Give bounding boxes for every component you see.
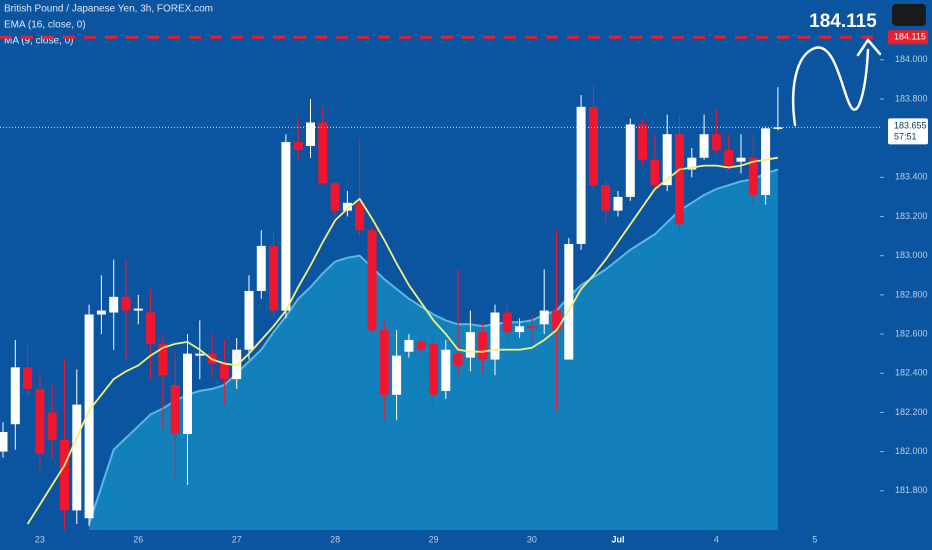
y-tick-label: 183.000 xyxy=(895,250,928,260)
x-tick-label: 27 xyxy=(232,534,242,544)
candle-body xyxy=(133,308,143,311)
candle-body xyxy=(318,122,328,184)
target-axis-label: 184.115 xyxy=(894,32,926,42)
candle-body xyxy=(109,296,119,313)
y-tick-label: 182.600 xyxy=(895,328,928,338)
candle-body xyxy=(588,106,598,186)
chart-title: British Pound / Japanese Yen, 3h, FOREX.… xyxy=(4,4,213,15)
x-tick-label: 23 xyxy=(35,534,45,544)
candle-body xyxy=(170,385,180,434)
y-tick-label: 182.800 xyxy=(895,289,928,299)
area-line xyxy=(88,168,779,525)
candle-body xyxy=(613,196,623,211)
target-box xyxy=(888,30,928,45)
candle-body xyxy=(23,367,33,389)
candle-body xyxy=(601,185,611,211)
candle-body xyxy=(342,202,352,211)
candle-body xyxy=(355,202,365,231)
candle-body xyxy=(158,343,168,376)
menu-button[interactable] xyxy=(892,4,926,26)
candle-body xyxy=(47,412,57,440)
candle-body xyxy=(219,363,229,380)
candle-body xyxy=(502,312,512,333)
plot xyxy=(0,85,783,530)
x-tick-label: 28 xyxy=(330,534,340,544)
legend-entry: EMA (16, close, 0) xyxy=(4,20,86,31)
candle-body xyxy=(748,157,758,195)
candle-body xyxy=(429,343,438,395)
candle-body xyxy=(539,310,549,325)
candle-body xyxy=(552,310,561,331)
x-tick-label: 5 xyxy=(812,534,817,544)
candle-body xyxy=(404,339,414,352)
last-price-label: 183.655 xyxy=(894,121,927,131)
candle-body xyxy=(183,353,192,434)
candle-body xyxy=(281,142,291,311)
x-tick-label: Jul xyxy=(611,534,624,544)
candle-body xyxy=(625,124,635,197)
candle-body xyxy=(773,127,783,129)
candle-body xyxy=(453,353,463,366)
candle-body xyxy=(490,312,500,360)
candle-body xyxy=(638,124,648,160)
candle-body xyxy=(478,332,488,360)
candle-body xyxy=(527,326,537,329)
y-tick-label: 183.400 xyxy=(895,172,928,182)
target-annotation: 184.115 xyxy=(809,11,877,32)
candle-body xyxy=(699,134,709,158)
candle-body xyxy=(761,128,771,195)
y-tick-label: 182.200 xyxy=(895,407,928,417)
candle-body xyxy=(465,332,475,358)
candle-body xyxy=(269,245,279,311)
candle-body xyxy=(736,157,746,162)
candle-body xyxy=(650,159,660,186)
candle-body xyxy=(35,388,45,454)
arrow-head xyxy=(856,38,882,57)
candle-body xyxy=(379,330,389,395)
candle-body xyxy=(367,230,377,331)
candle-body xyxy=(441,349,451,391)
candle-body xyxy=(256,245,266,291)
y-tick-label: 182.400 xyxy=(895,368,928,378)
y-tick-label: 184.000 xyxy=(895,54,928,64)
ma-line xyxy=(26,156,779,525)
x-tick-label: 30 xyxy=(527,534,537,544)
candle-body xyxy=(0,432,8,452)
candle-body xyxy=(330,183,340,211)
candle-body xyxy=(576,106,586,244)
y-tick-label: 183.800 xyxy=(895,93,928,103)
candle-body xyxy=(195,353,205,356)
candle-body xyxy=(146,312,156,344)
candle-body xyxy=(675,134,684,225)
x-tick-label: 29 xyxy=(428,534,438,544)
candle-body xyxy=(306,122,315,146)
candle-body xyxy=(84,314,94,519)
x-tick-label: 26 xyxy=(133,534,143,544)
candle-body xyxy=(564,243,574,360)
candle-body xyxy=(72,404,82,511)
candle-body xyxy=(392,355,402,395)
y-tick-label: 183.200 xyxy=(895,211,928,221)
candle-body xyxy=(515,326,525,333)
legend-entry: MA (9, close, 0) xyxy=(4,36,73,47)
candle-body xyxy=(10,367,20,425)
candle-body xyxy=(121,296,131,311)
candle-body xyxy=(244,290,254,350)
last-price-box xyxy=(888,118,928,145)
y-tick-label: 181.800 xyxy=(895,485,928,495)
arrow xyxy=(791,46,870,127)
x-tick-label: 4 xyxy=(714,534,719,544)
candle-body xyxy=(60,439,69,511)
candle-body xyxy=(416,341,426,350)
candle-body xyxy=(687,157,697,170)
candle-body xyxy=(293,142,303,150)
candle-body xyxy=(711,134,721,150)
countdown-label: 57:51 xyxy=(894,132,917,142)
candle-body xyxy=(96,310,106,315)
y-tick-label: 182.000 xyxy=(895,446,928,456)
candle-body xyxy=(724,149,734,166)
candle-body xyxy=(662,134,672,186)
